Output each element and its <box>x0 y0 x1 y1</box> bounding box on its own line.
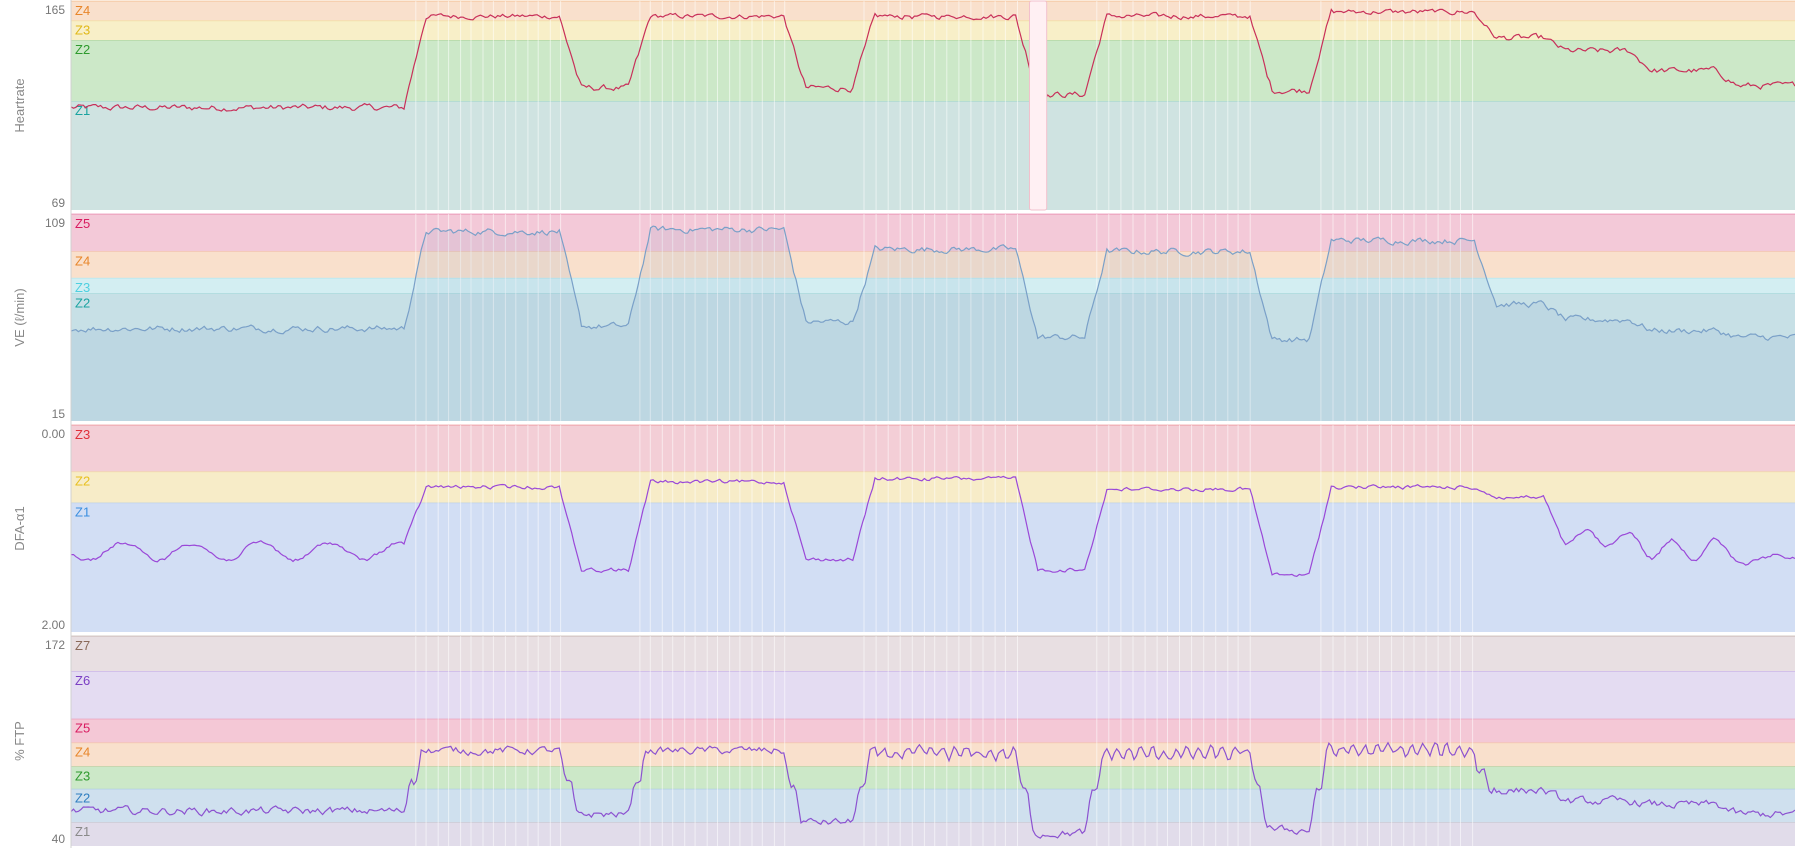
zone-label-z2: Z2 <box>75 791 90 806</box>
zone-label-z2: Z2 <box>75 474 90 489</box>
series-line-ve-min[interactable] <box>70 225 1795 343</box>
panel-separator <box>0 421 1795 425</box>
panel-separator <box>0 632 1795 636</box>
zone-band-z4 <box>71 1 1795 21</box>
y-tick-label-top: 109 <box>45 216 65 230</box>
zone-band-z3 <box>71 425 1795 472</box>
y-tick-label-top: 172 <box>45 638 65 652</box>
series-line-ftp[interactable] <box>70 741 1795 839</box>
y-tick-label-bottom: 15 <box>52 407 66 421</box>
zone-label-z1: Z1 <box>75 824 90 839</box>
y-tick-label-top: 0.00 <box>42 427 66 441</box>
zone-label-z7: Z7 <box>75 638 90 653</box>
zone-label-z1: Z1 <box>75 505 90 520</box>
series-area-ve-min <box>71 226 1795 421</box>
y-tick-label-top: 165 <box>45 3 65 17</box>
y-tick-label-bottom: 2.00 <box>42 618 66 632</box>
zone-band-z2 <box>71 40 1795 102</box>
zone-label-z3: Z3 <box>75 769 90 784</box>
panel-separator <box>0 210 1795 214</box>
zone-label-z4: Z4 <box>75 745 90 760</box>
zone-label-z3: Z3 <box>75 23 90 38</box>
hover-highlight <box>1029 0 1048 211</box>
zone-band-z4 <box>71 742 1795 767</box>
zone-band-z1 <box>71 822 1795 846</box>
zone-band-z5 <box>71 214 1795 252</box>
y-axis-title: DFA-α1 <box>12 506 27 550</box>
zone-band-z3 <box>71 20 1795 41</box>
series-line-heartrate[interactable] <box>70 8 1795 112</box>
y-axis-title: % FTP <box>12 721 27 761</box>
zone-band-z1 <box>71 502 1795 632</box>
zone-label-z5: Z5 <box>75 721 90 736</box>
zone-band-z3 <box>71 277 1795 294</box>
zone-label-z5: Z5 <box>75 216 90 231</box>
zone-band-z6 <box>71 671 1795 719</box>
y-axis-title: VE (ℓ/min) <box>12 288 27 346</box>
zone-band-z3 <box>71 766 1795 789</box>
zone-label-z6: Z6 <box>75 673 90 688</box>
zone-label-z4: Z4 <box>75 3 90 18</box>
zone-band-z4 <box>71 251 1795 278</box>
zone-band-z7 <box>71 636 1795 671</box>
zone-label-z3: Z3 <box>75 280 90 295</box>
y-axis-title: Heartrate <box>12 78 27 132</box>
zone-band-z5 <box>71 718 1795 743</box>
zone-label-z2: Z2 <box>75 42 90 57</box>
zone-label-z2: Z2 <box>75 295 90 310</box>
y-tick-label-bottom: 40 <box>52 832 66 846</box>
chart-panel-ftp[interactable]: Z1 Z2 Z3 Z4 Z5 Z6 Z7 172 40 % FTP <box>12 635 1795 846</box>
zone-band-z1 <box>71 101 1795 210</box>
series-line-dfa-1[interactable] <box>71 475 1795 577</box>
zone-label-z3: Z3 <box>75 427 90 442</box>
zone-label-z4: Z4 <box>75 253 90 268</box>
zone-band-z2 <box>71 788 1795 823</box>
zone-band-z2 <box>71 293 1795 421</box>
y-tick-label-bottom: 69 <box>52 196 66 210</box>
chart-panel-dfa-1[interactable]: Z1 Z2 Z3 0.00 2.00 DFA-α1 <box>0 424 1795 636</box>
